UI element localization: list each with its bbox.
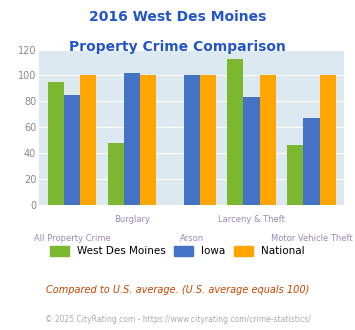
Text: © 2025 CityRating.com - https://www.cityrating.com/crime-statistics/: © 2025 CityRating.com - https://www.city… bbox=[45, 315, 310, 324]
Bar bbox=[64, 95, 80, 205]
Bar bbox=[140, 75, 156, 205]
Bar bbox=[108, 143, 124, 205]
Text: Larceny & Theft: Larceny & Theft bbox=[218, 214, 285, 223]
Text: 2016 West Des Moines: 2016 West Des Moines bbox=[89, 10, 266, 24]
Bar bbox=[184, 75, 200, 205]
Text: Compared to U.S. average. (U.S. average equals 100): Compared to U.S. average. (U.S. average … bbox=[46, 285, 309, 295]
Bar bbox=[124, 73, 140, 205]
Bar bbox=[48, 82, 64, 205]
Bar bbox=[227, 58, 244, 205]
Text: Property Crime Comparison: Property Crime Comparison bbox=[69, 40, 286, 53]
Bar bbox=[244, 97, 260, 205]
Text: All Property Crime: All Property Crime bbox=[34, 234, 110, 243]
Text: Burglary: Burglary bbox=[114, 214, 150, 223]
Bar bbox=[80, 75, 96, 205]
Text: Motor Vehicle Theft: Motor Vehicle Theft bbox=[271, 234, 352, 243]
Bar bbox=[287, 145, 303, 205]
Bar bbox=[200, 75, 216, 205]
Bar bbox=[320, 75, 336, 205]
Legend: West Des Moines, Iowa, National: West Des Moines, Iowa, National bbox=[46, 242, 309, 260]
Bar bbox=[260, 75, 276, 205]
Bar bbox=[303, 118, 320, 205]
Text: Arson: Arson bbox=[180, 234, 204, 243]
